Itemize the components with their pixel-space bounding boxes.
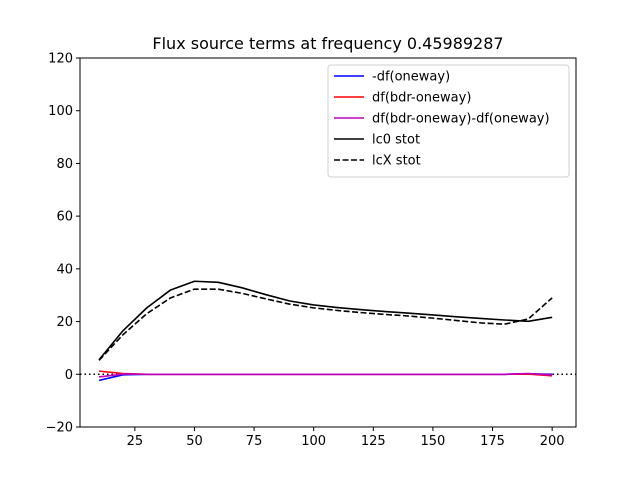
y-tick-label: 100 <box>48 104 73 119</box>
legend: -df(oneway) df(bdr-oneway) df(bdr-oneway)-… <box>327 64 570 178</box>
x-tick-label: 25 <box>127 434 144 449</box>
series-group <box>80 280 576 382</box>
x-tick-label: 75 <box>246 434 263 449</box>
y-tick-label: 0 <box>65 368 73 383</box>
axes: 25 50 75 100 125 150 175 200 −20 0 20 40 60 80 100 120 <box>46 52 577 449</box>
legend-label: lc0 stot <box>372 133 420 148</box>
legend-label: -df(oneway) <box>372 70 450 85</box>
y-tick-label: 40 <box>56 262 73 277</box>
y-tick-label: 20 <box>56 315 73 330</box>
x-tick-label: 150 <box>421 434 446 449</box>
x-tick-label: 100 <box>301 434 326 449</box>
series-line-2 <box>98 372 553 378</box>
y-tick-label: 60 <box>56 210 73 225</box>
y-tick-label: 120 <box>48 52 73 67</box>
series-line-3 <box>98 280 553 361</box>
chart-title: Flux source terms at frequency 0.4598928… <box>152 34 503 53</box>
plot-area <box>80 280 576 382</box>
x-tick-label: 125 <box>361 434 386 449</box>
x-tick-label: 200 <box>540 434 565 449</box>
series-line-4 <box>98 288 553 361</box>
x-tick-label: 175 <box>480 434 505 449</box>
legend-label: lcX stot <box>372 154 421 169</box>
axes-frame <box>79 57 577 428</box>
legend-label: df(bdr-oneway) <box>372 91 471 106</box>
legend-label: df(bdr-oneway)-df(oneway) <box>372 112 550 127</box>
y-tick-label: 80 <box>56 157 73 172</box>
x-tick-label: 50 <box>186 434 203 449</box>
y-tick-label: −20 <box>46 421 73 436</box>
legend-box <box>327 64 570 178</box>
